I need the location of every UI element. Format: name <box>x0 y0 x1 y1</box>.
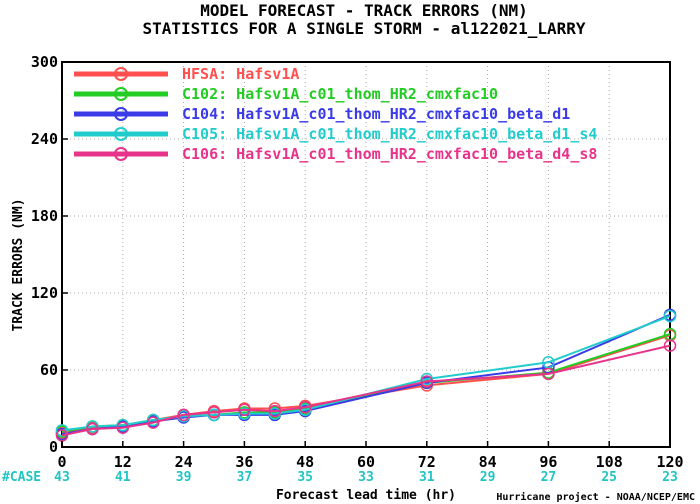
case-count: 43 <box>54 470 70 485</box>
y-tick-label: 180 <box>31 207 58 225</box>
legend-label: C105: Hafsv1A_c01_thom_HR2_cmxfac10_beta… <box>182 125 597 143</box>
data-point <box>238 403 251 417</box>
legend-label: HFSA: Hafsv1A <box>182 65 299 83</box>
data-point <box>146 416 160 429</box>
data-point <box>298 400 312 414</box>
case-count: 35 <box>297 470 313 485</box>
x-tick-label: 24 <box>175 453 193 471</box>
chart-subtitle: STATISTICS FOR A SINGLE STORM - al122021… <box>142 19 585 38</box>
data-point <box>55 429 69 442</box>
legend: HFSA: Hafsv1A C102: Hafsv1A_c01_thom_HR2_… <box>74 65 597 163</box>
data-point <box>663 339 677 352</box>
y-tick-label: 120 <box>31 284 58 302</box>
data-point <box>116 421 130 434</box>
legend-marker <box>114 67 128 81</box>
data-point <box>55 424 69 437</box>
y-tick-label: 300 <box>31 53 58 71</box>
x-tick-label: 12 <box>114 453 132 471</box>
x-tick-label: 48 <box>296 453 314 471</box>
data-point <box>542 367 555 381</box>
x-axis-label: Forecast lead time (hr) <box>276 488 456 503</box>
x-tick-label: 96 <box>539 453 557 471</box>
y-tick-label: 0 <box>49 438 58 456</box>
case-count: 39 <box>176 470 192 485</box>
case-count: 27 <box>541 470 557 485</box>
x-tick-label: 120 <box>656 453 683 471</box>
x-tick-label: 60 <box>357 453 375 471</box>
legend-entry-c104: C104: Hafsv1A_c01_thom_HR2_cmxfac10_beta… <box>74 105 570 123</box>
series-line <box>61 315 671 432</box>
data-point <box>268 404 282 418</box>
gridlines <box>62 62 670 447</box>
y-tick-label: 240 <box>31 130 58 148</box>
data-point <box>420 375 434 388</box>
y-axis-label: TRACK ERRORS (NM) <box>11 198 26 331</box>
series-c105 <box>55 309 677 437</box>
legend-marker <box>114 107 128 121</box>
case-label: #CASE <box>2 470 41 485</box>
legend-entry-c102: C102: Hafsv1A_c01_thom_HR2_cmxfac10 <box>74 85 498 103</box>
data-point <box>207 406 221 419</box>
case-count: 33 <box>358 470 374 485</box>
case-count: 37 <box>237 470 253 485</box>
legend-marker <box>114 127 128 141</box>
case-count: 25 <box>601 470 617 485</box>
chart-title: MODEL FORECAST - TRACK ERRORS (NM) <box>200 1 528 20</box>
case-count: 23 <box>662 470 678 485</box>
legend-label: C102: Hafsv1A_c01_thom_HR2_cmxfac10 <box>182 85 498 103</box>
x-tick-labels: 0 12 24 36 48 60 72 84 96 108 120 <box>57 441 684 471</box>
legend-entry-c105: C105: Hafsv1A_c01_thom_HR2_cmxfac10_beta… <box>74 125 597 143</box>
case-count-row: 43 41 39 37 35 33 31 29 27 25 23 <box>54 470 678 485</box>
case-count: 29 <box>480 470 496 485</box>
legend-marker <box>114 147 128 161</box>
data-point <box>86 422 99 436</box>
x-tick-label: 84 <box>479 453 497 471</box>
x-tick-label: 108 <box>596 453 623 471</box>
legend-marker <box>114 87 128 101</box>
x-tick-label: 72 <box>418 453 436 471</box>
legend-label: C104: Hafsv1A_c01_thom_HR2_cmxfac10_beta… <box>182 105 570 123</box>
y-tick-label: 60 <box>40 361 58 379</box>
data-point <box>238 407 251 420</box>
series-c106 <box>55 339 677 442</box>
legend-entry-hfsa: HFSA: Hafsv1A <box>74 65 299 83</box>
x-tick-label: 36 <box>235 453 253 471</box>
legend-label: C106: Hafsv1A_c01_thom_HR2_cmxfac10_beta… <box>182 145 597 163</box>
y-tick-labels: 0 60 120 180 240 300 <box>31 53 68 456</box>
x-tick-label: 0 <box>57 453 66 471</box>
case-count: 41 <box>115 470 131 485</box>
data-point <box>663 309 677 323</box>
credit-text: Hurricane project - NOAA/NCEP/EMC <box>496 491 695 503</box>
data-point <box>177 408 190 422</box>
case-count: 31 <box>419 470 435 485</box>
series-layer <box>55 308 677 442</box>
legend-entry-c106: C106: Hafsv1A_c01_thom_HR2_cmxfac10_beta… <box>74 145 597 163</box>
